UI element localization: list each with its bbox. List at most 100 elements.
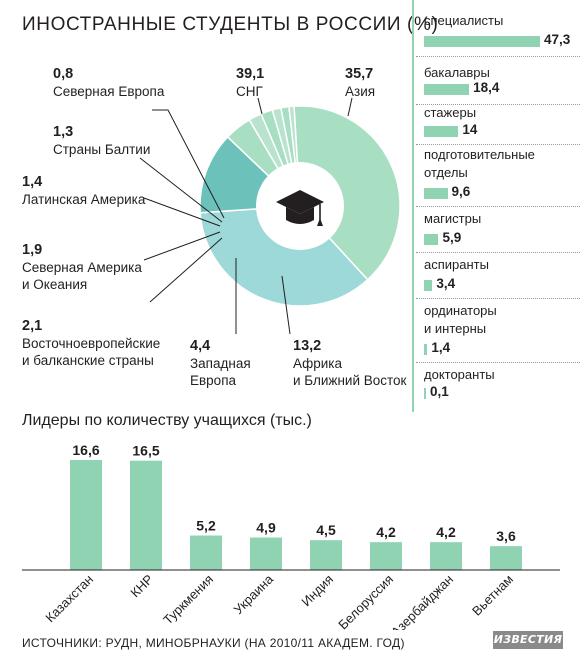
leader-bar xyxy=(250,537,282,570)
label-baltic-value: 1,3 xyxy=(53,124,74,140)
leader-bar-value: 4,2 xyxy=(376,524,396,540)
leader-bar xyxy=(130,460,162,570)
category-value: 0,1 xyxy=(430,384,449,399)
leader-bar-value: 4,2 xyxy=(436,524,456,540)
label-asia-value: 35,7 xyxy=(345,66,374,82)
category-value: 18,4 xyxy=(473,80,500,95)
leader-bar xyxy=(430,542,462,570)
category-bar xyxy=(424,84,470,95)
pie-slice-cis xyxy=(293,105,401,281)
leader-bar xyxy=(70,460,102,570)
leader-category-label: КНР xyxy=(127,572,156,601)
leader-category-label: Туркмения xyxy=(160,572,216,628)
leader-north-europe xyxy=(152,109,225,219)
leader-bar-value: 16,6 xyxy=(72,442,99,458)
label-westeurope-text2: Европа xyxy=(190,373,237,388)
source-note: ИСТОЧНИКИ: РУДН, МИНОБРНАУКИ (НА 2010/11… xyxy=(22,636,405,650)
separator xyxy=(416,104,580,105)
category-bar xyxy=(424,280,433,291)
leader-asia xyxy=(347,97,353,117)
separator xyxy=(416,362,580,363)
category-value: 14 xyxy=(462,122,478,137)
label-asia-text: Азия xyxy=(345,84,376,99)
leader-bar-value: 16,5 xyxy=(132,443,159,459)
separator xyxy=(416,206,580,207)
leader-bar xyxy=(370,542,402,570)
category-name-line2: отделы xyxy=(424,165,468,180)
label-namerica: 1,9 Северная Америка и Океания xyxy=(22,242,142,293)
separator xyxy=(416,56,580,57)
label-namerica-value: 1,9 xyxy=(22,242,43,258)
leader-bar xyxy=(490,546,522,570)
label-namerica-text2: и Океания xyxy=(22,277,88,292)
label-latin-text: Латинская Америка xyxy=(22,192,146,207)
leader-category-label: Белоруссия xyxy=(335,572,396,630)
category-name: бакалавры xyxy=(424,65,490,80)
leader-bar-value: 4,5 xyxy=(316,522,336,538)
graduation-cap-icon xyxy=(276,190,324,226)
label-north-europe-text: Северная Европа xyxy=(53,84,165,99)
label-baltic-text: Страны Балтии xyxy=(53,142,151,157)
izvestia-logo: ИЗВЕСТИЯ xyxy=(493,631,563,649)
label-baltic: 1,3 Страны Балтии xyxy=(53,124,150,158)
leaders-title: Лидеры по количеству учащихся (тыс.) xyxy=(22,412,312,429)
label-latin-value: 1,4 xyxy=(22,174,43,190)
separator xyxy=(416,252,580,253)
label-asia: 35,7 Азия xyxy=(345,66,375,100)
leader-bar-value: 4,9 xyxy=(256,520,276,536)
label-africa-value: 13,2 xyxy=(293,338,322,354)
label-cis: 39,1 СНГ xyxy=(236,66,264,100)
pie-chart xyxy=(139,97,401,335)
leader-africa xyxy=(281,275,291,335)
label-north-europe: 0,8 Северная Европа xyxy=(53,66,164,100)
label-latin: 1,4 Латинская Америка xyxy=(22,174,145,208)
label-westeurope: 4,4 Западная Европа xyxy=(190,338,251,389)
category-name: аспиранты xyxy=(424,257,489,272)
separator xyxy=(416,298,580,299)
label-africa-text1: Африка xyxy=(293,356,343,371)
category-value: 5,9 xyxy=(442,230,462,245)
label-easteurope: 2,1 Восточноевропейские и балканские стр… xyxy=(22,318,160,369)
label-namerica-text1: Северная Америка xyxy=(22,260,142,275)
side-panel-divider xyxy=(412,0,414,412)
category-name: подготовительные xyxy=(424,147,535,162)
leader-category-label: Индия xyxy=(298,572,336,610)
leader-bar xyxy=(310,540,342,570)
leader-bar xyxy=(190,535,222,570)
label-cis-value: 39,1 xyxy=(236,66,265,82)
label-africa: 13,2 Африка и Ближний Восток xyxy=(293,338,406,389)
category-name: магистры xyxy=(424,211,482,226)
leader-bar-value: 3,6 xyxy=(496,528,516,544)
label-easteurope-text2: и балканские страны xyxy=(22,353,154,368)
leader-baltic xyxy=(139,157,223,223)
category-value: 47,3 xyxy=(544,32,571,47)
category-name-line2: и интерны xyxy=(424,321,487,336)
category-bar xyxy=(424,234,439,245)
chart-title: ИНОСТРАННЫЕ СТУДЕНТЫ В РОССИИ (%) xyxy=(22,14,439,35)
label-cis-text: СНГ xyxy=(236,84,263,99)
category-name: специалисты xyxy=(424,13,504,28)
category-value: 3,4 xyxy=(436,276,456,291)
leader-latin xyxy=(143,197,221,227)
label-westeurope-value: 4,4 xyxy=(190,338,211,354)
leader-category-label: Азербайджан xyxy=(388,572,456,630)
leader-category-label: Украина xyxy=(231,571,277,617)
leader-category-label: Вьетнам xyxy=(469,571,516,618)
category-name: стажеры xyxy=(424,105,477,120)
category-bar xyxy=(424,188,448,199)
leader-category-label: Казахстан xyxy=(42,572,96,626)
category-bar xyxy=(424,344,428,355)
label-westeurope-text1: Западная xyxy=(190,356,251,371)
label-north-europe-value: 0,8 xyxy=(53,66,74,82)
leader-bar-value: 5,2 xyxy=(196,518,216,534)
category-bar xyxy=(424,36,540,47)
category-name: ординаторы xyxy=(424,303,497,318)
category-name: докторанты xyxy=(424,367,495,382)
leader-easteurope xyxy=(149,237,223,303)
category-value: 1,4 xyxy=(431,340,451,355)
category-value: 9,6 xyxy=(451,184,471,199)
leaders-bar-chart: 16,6 Казахстан 16,5 КНР 5,2 Туркмения 4,9 Украи… xyxy=(22,442,560,630)
label-easteurope-text1: Восточноевропейские xyxy=(22,336,161,351)
label-easteurope-value: 2,1 xyxy=(22,318,43,334)
pie-slice-asia xyxy=(199,205,369,307)
